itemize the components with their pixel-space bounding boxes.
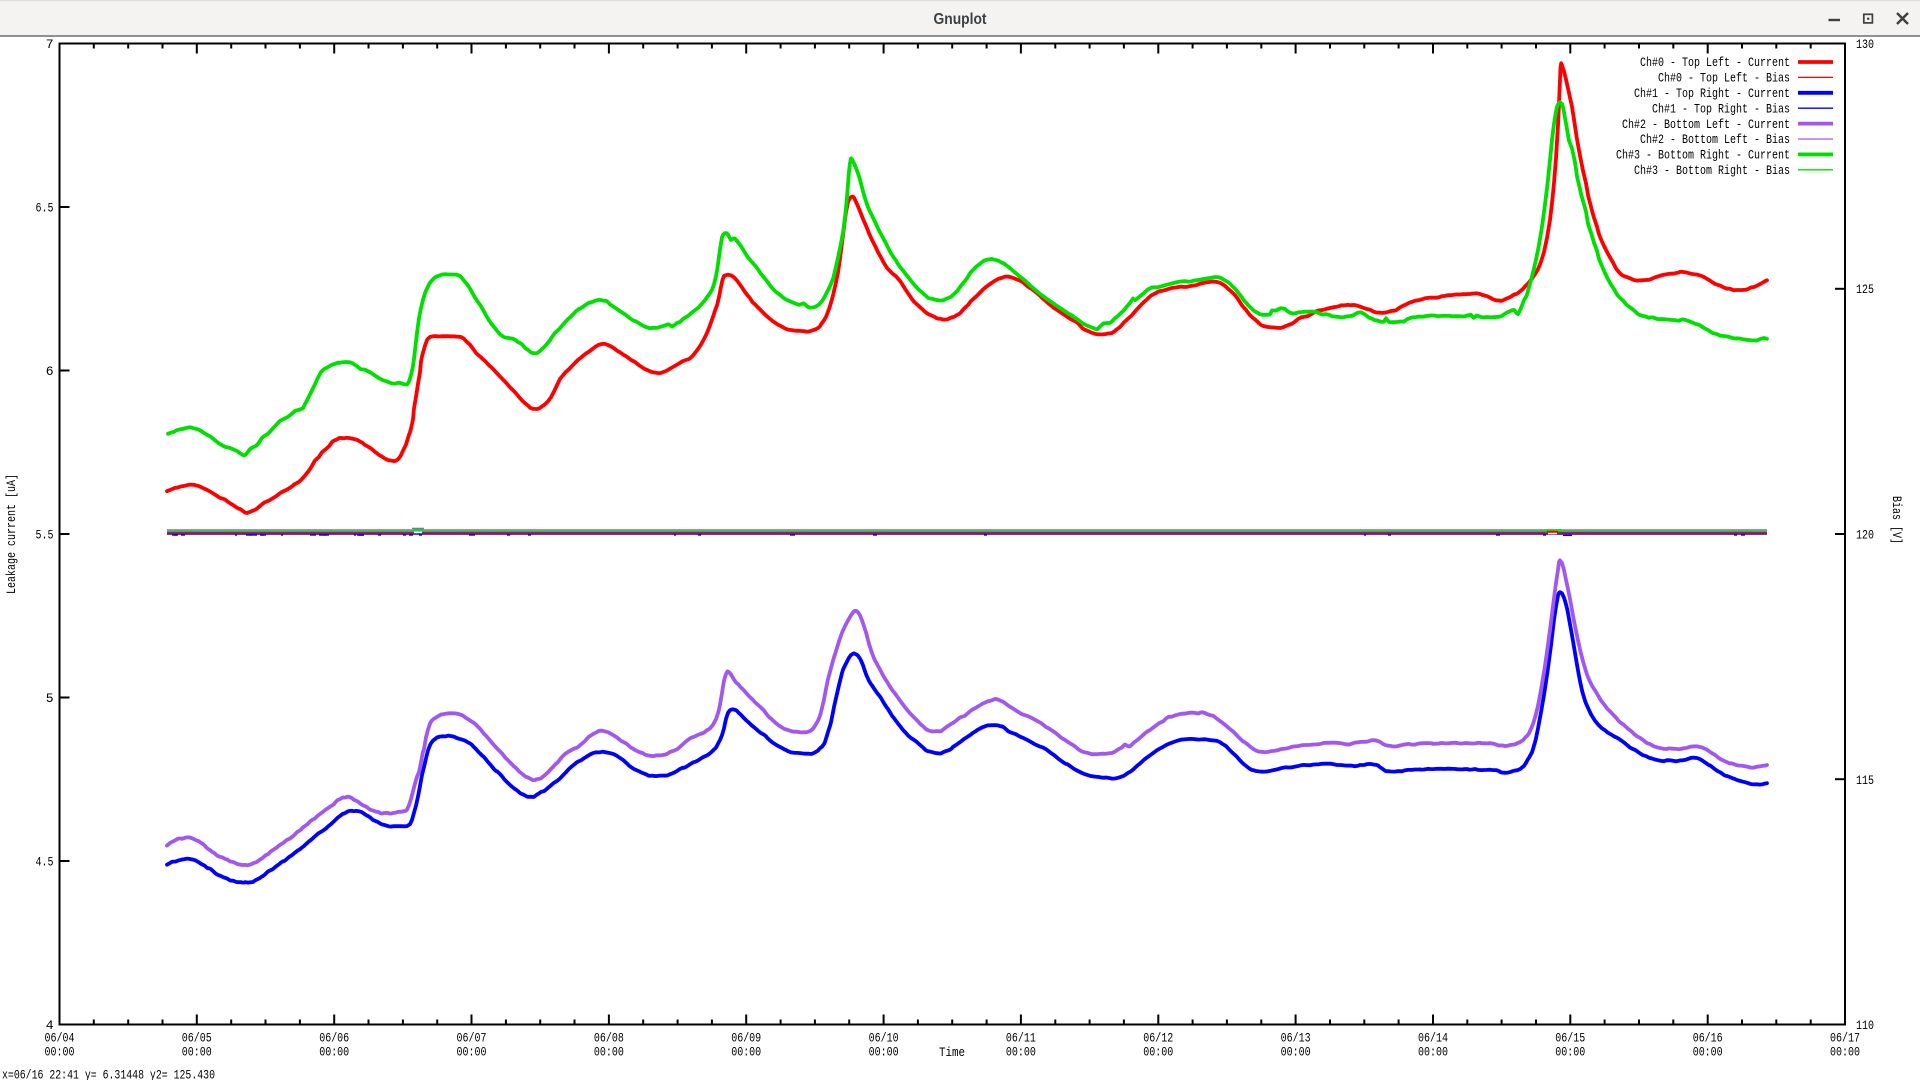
svg-text:Ch#2 - Bottom Left - Bias: Ch#2 - Bottom Left - Bias [1640,132,1790,147]
svg-text:Ch#0 - Top Left - Current: Ch#0 - Top Left - Current [1640,55,1790,70]
svg-text:06/13: 06/13 [1281,1031,1311,1046]
svg-text:06/17: 06/17 [1830,1031,1860,1046]
svg-text:110: 110 [1856,1018,1874,1033]
svg-text:00:00: 00:00 [1006,1045,1036,1060]
svg-text:00:00: 00:00 [182,1045,212,1060]
svg-text:00:00: 00:00 [1830,1045,1860,1060]
svg-text:5: 5 [46,691,54,706]
svg-text:00:00: 00:00 [869,1045,899,1060]
svg-text:00:00: 00:00 [731,1045,761,1060]
svg-text:06/07: 06/07 [457,1031,487,1046]
svg-text:Ch#1 - Top Right - Current: Ch#1 - Top Right - Current [1634,86,1790,101]
svg-text:00:00: 00:00 [45,1045,75,1060]
svg-text:06/05: 06/05 [182,1031,212,1046]
svg-text:06/12: 06/12 [1143,1031,1173,1046]
svg-text:Ch#0 - Top Left - Bias: Ch#0 - Top Left - Bias [1658,71,1790,86]
svg-text:00:00: 00:00 [457,1045,487,1060]
svg-text:130: 130 [1856,37,1874,52]
svg-text:00:00: 00:00 [594,1045,624,1060]
svg-text:Leakage current [uA]: Leakage current [uA] [4,474,19,594]
svg-text:7: 7 [46,37,54,52]
svg-text:06/06: 06/06 [319,1031,349,1046]
svg-text:Ch#1 - Top Right - Bias: Ch#1 - Top Right - Bias [1652,101,1790,116]
svg-text:115: 115 [1856,773,1874,788]
svg-text:00:00: 00:00 [1281,1045,1311,1060]
svg-text:4.5: 4.5 [36,855,54,870]
svg-text:5.5: 5.5 [36,528,54,543]
svg-text:6.5: 6.5 [36,201,54,216]
svg-text:06/11: 06/11 [1006,1031,1036,1046]
svg-text:Ch#3 - Bottom Right - Current: Ch#3 - Bottom Right - Current [1616,148,1790,163]
svg-text:06/16: 06/16 [1693,1031,1723,1046]
svg-text:06/04: 06/04 [45,1031,75,1046]
svg-text:00:00: 00:00 [319,1045,349,1060]
svg-text:06/15: 06/15 [1555,1031,1585,1046]
svg-text:125: 125 [1856,282,1874,297]
svg-text:Bias [V]: Bias [V] [1889,496,1904,544]
svg-text:06/09: 06/09 [731,1031,761,1046]
svg-text:06/14: 06/14 [1418,1031,1448,1046]
svg-text:00:00: 00:00 [1418,1045,1448,1060]
svg-text:Gnuplot: Gnuplot [934,11,987,28]
svg-text:06/10: 06/10 [869,1031,899,1046]
svg-text:6: 6 [46,364,54,379]
svg-text:00:00: 00:00 [1143,1045,1173,1060]
svg-text:Time: Time [939,1045,965,1060]
svg-text:120: 120 [1856,528,1874,543]
svg-text:4: 4 [46,1018,54,1033]
svg-text:Ch#2 - Bottom Left - Current: Ch#2 - Bottom Left - Current [1622,117,1790,132]
svg-text:x=06/16 22:41 y= 6.31448 y2= 1: x=06/16 22:41 y= 6.31448 y2= 125.430 [2,1068,215,1080]
svg-text:Ch#3 - Bottom Right - Bias: Ch#3 - Bottom Right - Bias [1634,163,1790,178]
svg-text:06/08: 06/08 [594,1031,624,1046]
svg-text:00:00: 00:00 [1555,1045,1585,1060]
svg-text:00:00: 00:00 [1693,1045,1723,1060]
